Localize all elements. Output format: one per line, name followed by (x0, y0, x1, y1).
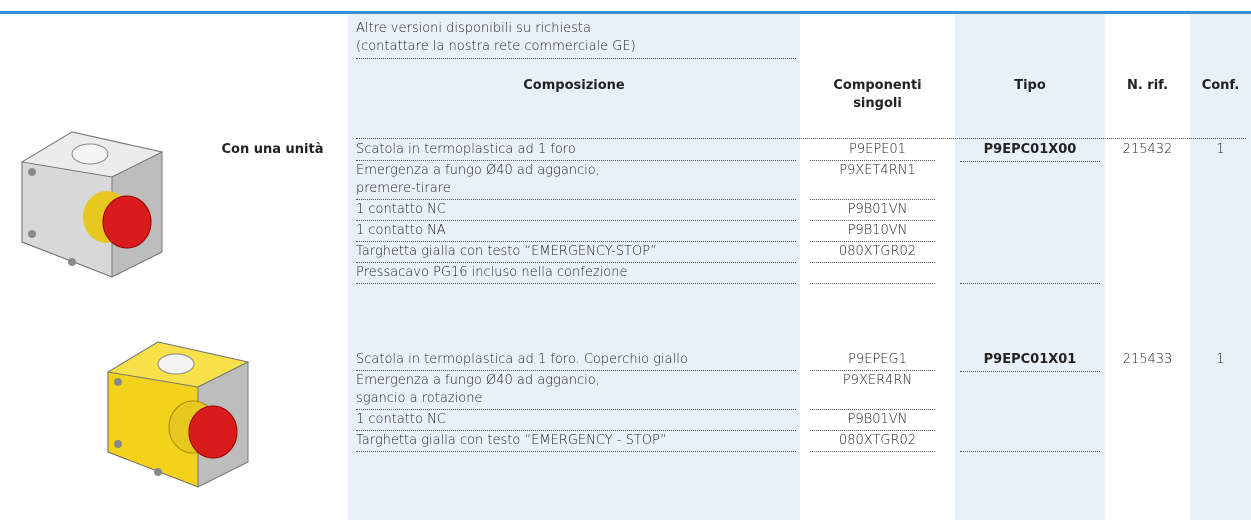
conf-qty: 1 (1216, 352, 1225, 367)
item-text: premere-tirare (356, 181, 451, 196)
conf-qty: 1 (1216, 142, 1225, 157)
dotted-rule (356, 138, 1246, 139)
item-text: sgancio a rotazione (356, 391, 483, 406)
column-bg (348, 14, 800, 520)
dotted-rule (356, 220, 796, 221)
dotted-rule (960, 283, 1100, 284)
dotted-rule (810, 220, 935, 221)
column-header: Composizione (523, 78, 625, 93)
item-text: 1 contatto NC (356, 412, 446, 427)
dotted-rule (810, 370, 935, 371)
dotted-rule (810, 451, 935, 452)
ref-number: 215433 (1122, 352, 1173, 367)
type-code: P9EPC01X00 (983, 142, 1077, 157)
type-code: P9EPC01X01 (983, 352, 1077, 367)
dotted-rule (356, 370, 796, 371)
item-text: Emergenza a fungo Ø40 ad aggancio, (356, 163, 600, 178)
item-text: 1 contatto NA (356, 223, 446, 238)
dotted-rule (810, 160, 935, 161)
item-text: Emergenza a fungo Ø40 ad aggancio, (356, 373, 600, 388)
dotted-rule (810, 283, 935, 284)
column-bg (1190, 14, 1251, 520)
dotted-rule (960, 451, 1100, 452)
component-code: P9B10VN (847, 223, 908, 238)
ref-number: 215432 (1122, 142, 1173, 157)
dotted-rule (356, 199, 796, 200)
column-header: N. rif. (1126, 78, 1169, 93)
column-header: Componenti (833, 78, 922, 93)
dotted-rule (810, 199, 935, 200)
component-code: P9B01VN (847, 202, 908, 217)
dotted-rule (960, 161, 1100, 162)
dotted-rule (810, 409, 935, 410)
group-label: Con una unità (221, 142, 324, 157)
column-header: Conf. (1201, 78, 1240, 93)
dotted-rule (356, 241, 796, 242)
note: Altre versioni disponibili su richiesta (356, 21, 591, 36)
component-code: P9XER4RN (842, 373, 913, 388)
top-rule (0, 11, 1251, 14)
item-text: Targhetta gialla con testo “EMERGENCY - … (356, 433, 667, 448)
dotted-rule (356, 409, 796, 410)
item-text: Targhetta gialla con testo “EMERGENCY-ST… (356, 244, 658, 259)
product-image (106, 341, 250, 488)
item-text: Scatola in termoplastica ad 1 foro (356, 142, 576, 157)
item-text: 1 contatto NC (356, 202, 446, 217)
dotted-rule (810, 241, 935, 242)
dotted-rule (356, 262, 796, 263)
column-header: singoli (853, 96, 902, 111)
component-code: P9EPE01 (849, 142, 906, 157)
column-bg (955, 14, 1105, 520)
component-code: P9B01VN (847, 412, 908, 427)
dotted-rule (356, 430, 796, 431)
component-code: P9XET4RN1 (839, 163, 916, 178)
dotted-rule (356, 283, 796, 284)
dotted-rule (810, 262, 935, 263)
component-code: P9EPEG1 (848, 352, 907, 367)
component-code: 080XTGR02 (838, 433, 917, 448)
note: (contattare la nostra rete commerciale G… (356, 39, 636, 54)
column-header: Tipo (1014, 78, 1046, 93)
dotted-rule (356, 451, 796, 452)
item-text: Pressacavo PG16 incluso nella confezione (356, 265, 628, 280)
dotted-rule (356, 58, 796, 59)
dotted-rule (810, 430, 935, 431)
dotted-rule (356, 160, 796, 161)
item-text: Scatola in termoplastica ad 1 foro. Cope… (356, 352, 688, 367)
product-image (20, 131, 164, 278)
component-code: 080XTGR02 (838, 244, 917, 259)
dotted-rule (960, 371, 1100, 372)
